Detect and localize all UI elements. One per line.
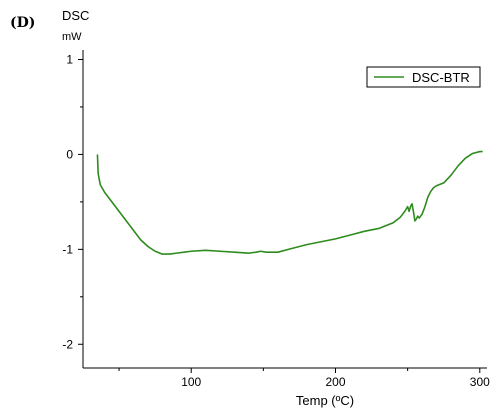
x-tick-label: 200 [325, 375, 345, 389]
panel-label: (D) [10, 15, 35, 31]
y-tick-label: 0 [66, 147, 73, 161]
legend-box [366, 66, 481, 88]
series-line [96, 150, 483, 255]
axes [82, 50, 487, 369]
x-axis-label: Temp (ºC) [296, 393, 354, 408]
x-tick-label: 100 [181, 375, 201, 389]
y-ticks: 1 0 -1 -2 [62, 52, 83, 351]
series-layer [96, 150, 483, 255]
x-ticks: 100 200 300 [118, 368, 490, 389]
x-tick-label: 300 [470, 375, 490, 389]
y-axis-unit: mW [62, 31, 82, 43]
y-tick-label: -2 [62, 337, 73, 351]
y-axis-label: DSC [62, 8, 89, 23]
y-tick-label: -1 [62, 242, 73, 256]
legend: DSC-BTR [366, 66, 481, 88]
y-tick-label: 1 [66, 52, 73, 66]
legend-label: DSC-BTR [412, 70, 470, 85]
